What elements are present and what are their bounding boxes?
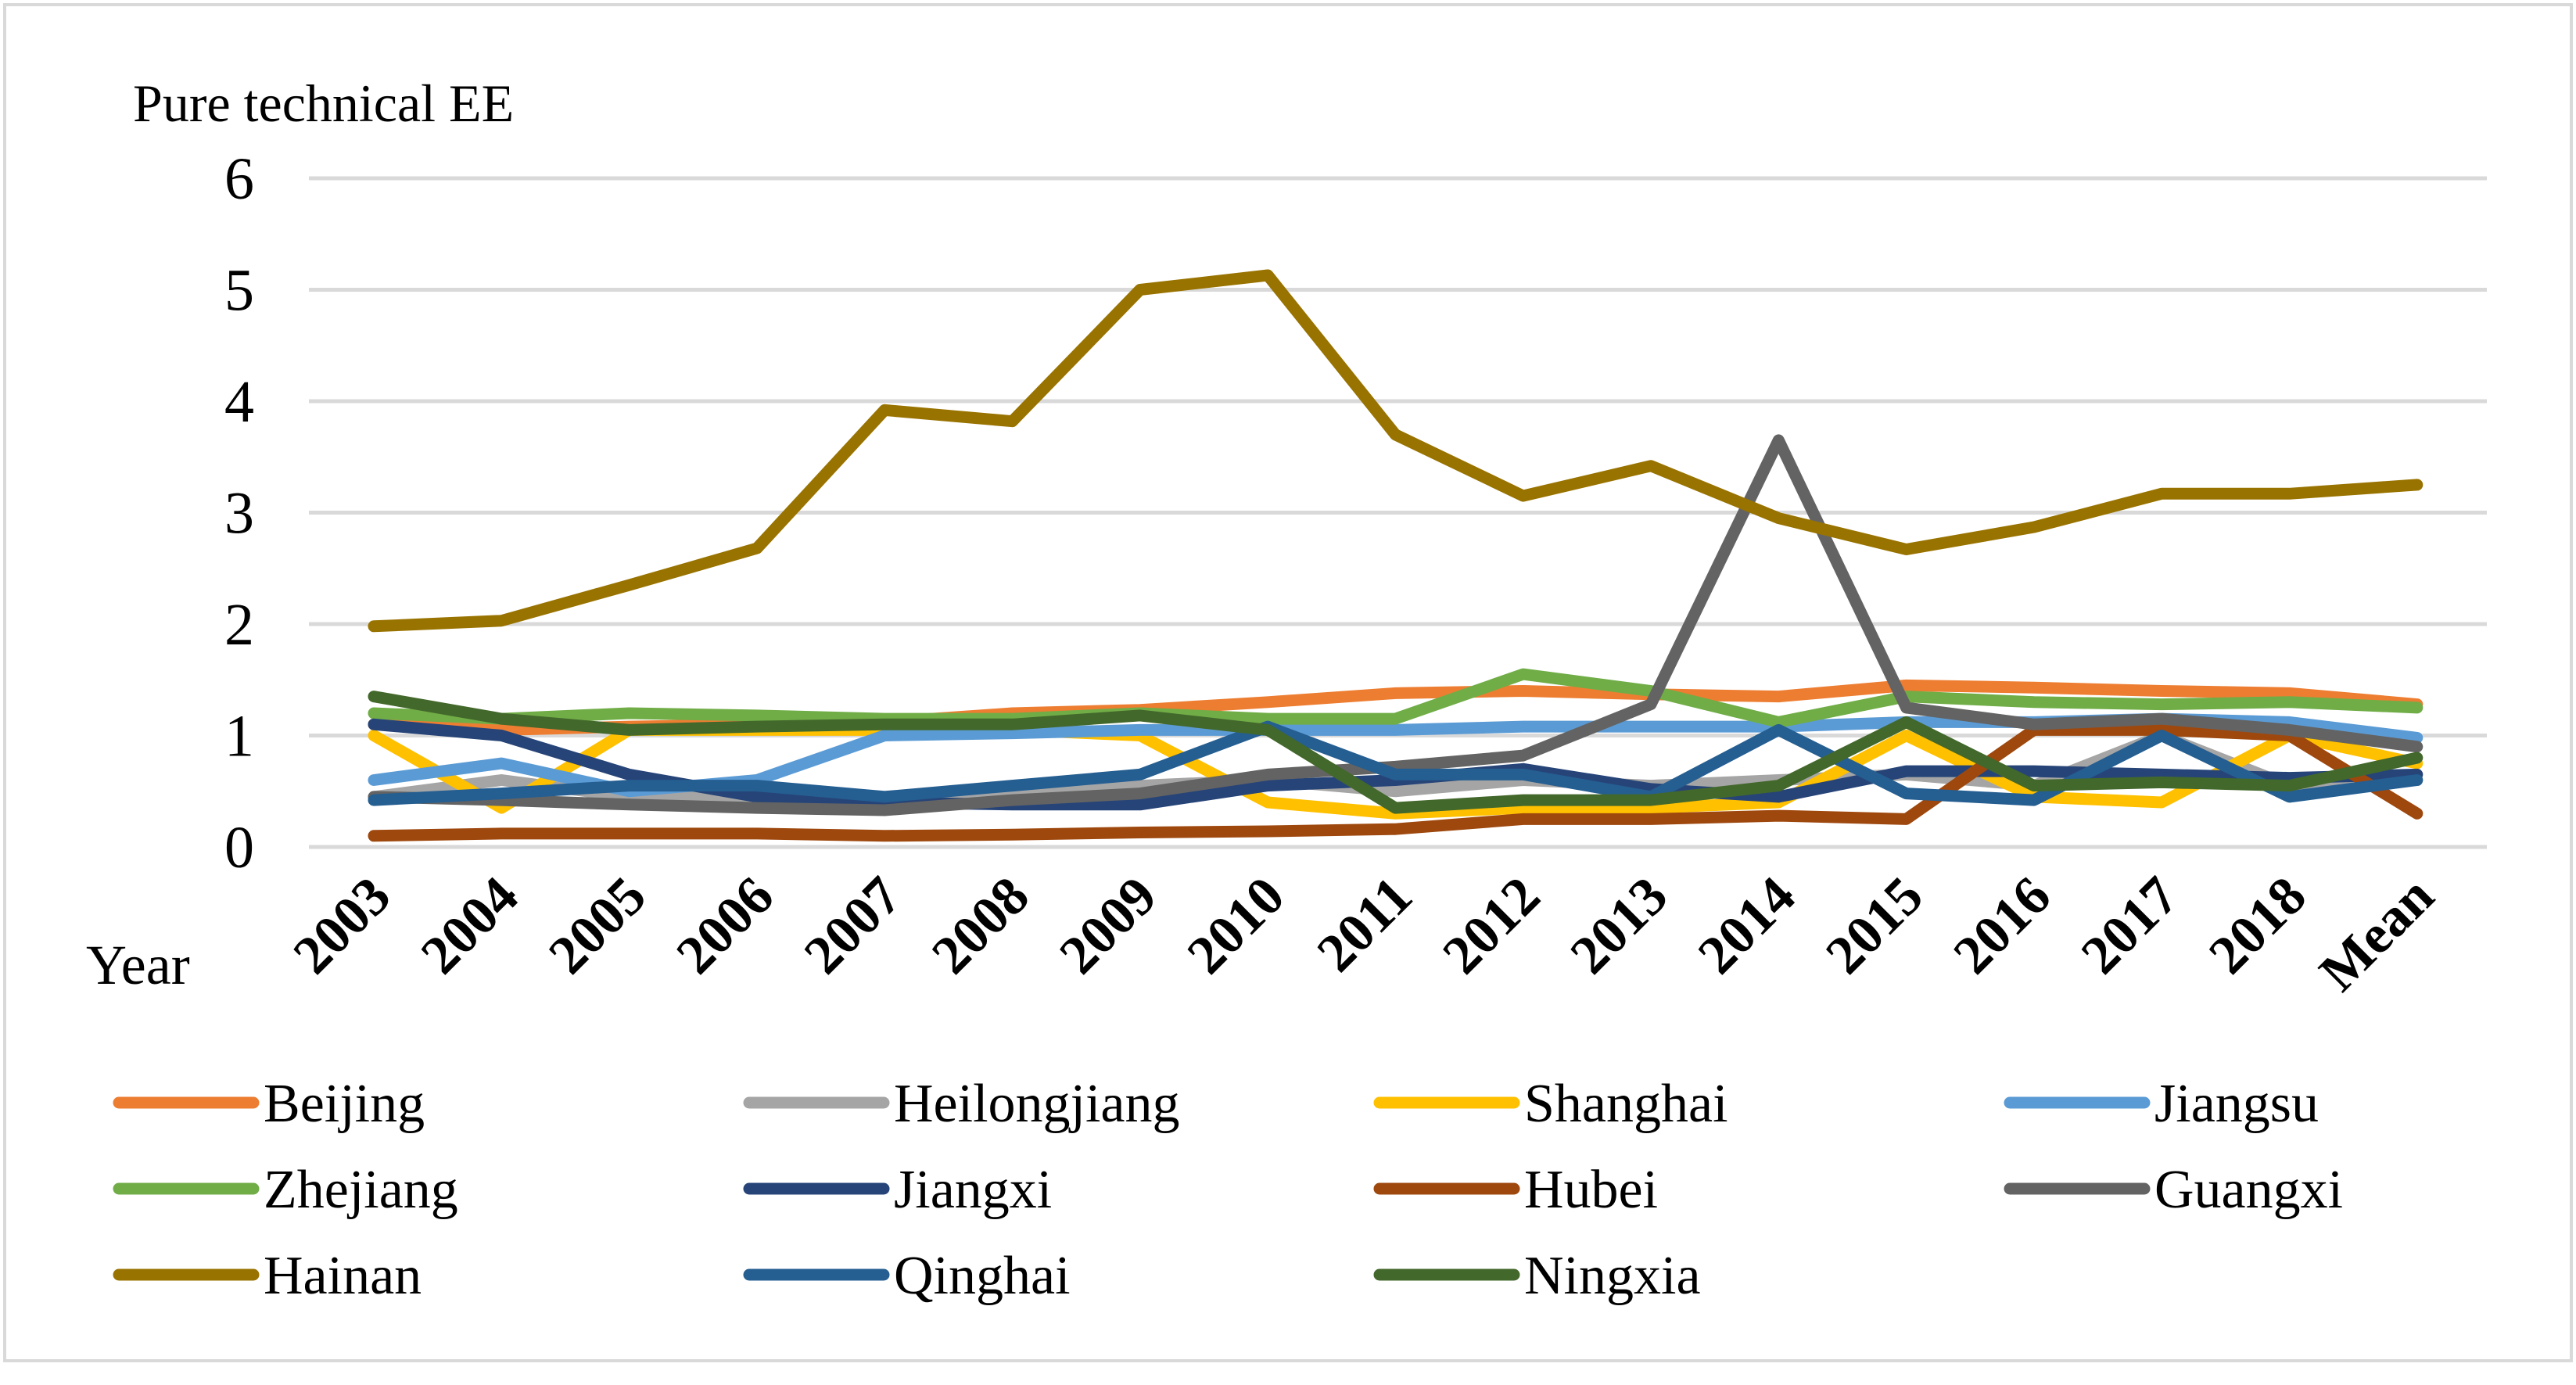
y-tick-label: 5 xyxy=(224,258,254,324)
y-tick-label: 2 xyxy=(224,592,254,658)
legend-label: Heilongjiang xyxy=(894,1074,1179,1134)
series-line-zhejiang xyxy=(368,668,2424,728)
series-line-guangxi xyxy=(368,434,2424,816)
legend-label: Zhejiang xyxy=(264,1160,458,1220)
legend-label: Beijing xyxy=(264,1074,425,1134)
series-line-ningxia xyxy=(368,691,2424,814)
legend-label: Jiangxi xyxy=(894,1160,1052,1220)
y-tick-label: 6 xyxy=(224,146,254,212)
y-axis-ticks: 0 1 2 3 4 5 6 xyxy=(224,146,254,881)
legend-label: Hubei xyxy=(1524,1160,1658,1220)
y-tick-label: 1 xyxy=(224,704,254,770)
series-line-hainan xyxy=(368,269,2424,633)
legend-label: Jiangsu xyxy=(2154,1074,2319,1134)
chart-border xyxy=(3,3,2573,1362)
series-line-hubei xyxy=(368,723,2424,842)
y-tick-label: 3 xyxy=(224,481,254,547)
legend-label: Ningxia xyxy=(1524,1246,1701,1306)
legend: Beijing Heilongjiang Shanghai Jiangsu Zhejia… xyxy=(113,1074,2343,1306)
x-axis-title: Year xyxy=(86,934,190,996)
legend-label: Hainan xyxy=(264,1246,422,1306)
y-tick-label: 0 xyxy=(224,815,254,881)
legend-label: Guangxi xyxy=(2154,1160,2343,1220)
y-tick-label: 4 xyxy=(224,369,254,435)
y-axis-title: Pure technical EE xyxy=(133,74,514,133)
series-lines xyxy=(368,269,2424,842)
series-line-qinghai xyxy=(368,720,2424,806)
legend-label: Shanghai xyxy=(1524,1074,1728,1134)
legend-label: Qinghai xyxy=(894,1246,1071,1306)
